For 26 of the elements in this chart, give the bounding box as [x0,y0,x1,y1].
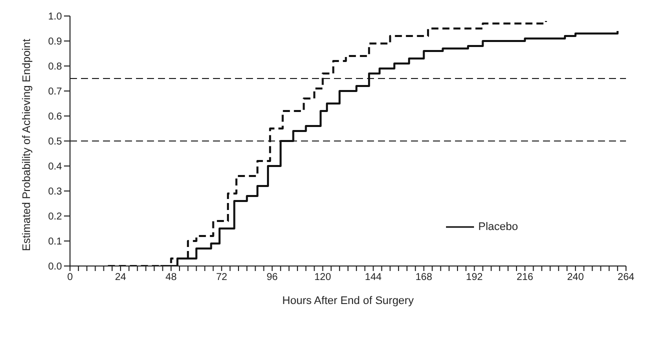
x-tick-label: 240 [567,272,584,284]
y-tick-label: 1.0 [48,12,62,23]
y-tick-label: 0.4 [48,162,62,173]
y-axis-title: Estimated Probability of Achieving Endpoint [20,38,33,251]
y-tick-label: 0.6 [48,112,62,123]
y-tick-label: 0.3 [48,186,62,198]
y-tick-label: 0.9 [48,36,62,48]
y-tick-label: 0.2 [48,212,62,223]
x-tick-label: 216 [516,272,534,284]
x-tick-label: 0 [67,272,74,284]
x-tick-label: 168 [415,272,433,284]
x-tick-label: 48 [166,272,178,284]
x-tick-label: 144 [364,272,382,284]
y-tick-label: 0.5 [48,136,62,148]
x-tick-label: 192 [466,272,484,284]
x-tick-label: 120 [314,272,332,284]
y-tick-label: 0.1 [48,236,62,248]
y-tick-label: 0.7 [48,86,62,98]
x-axis-title: Hours After End of Surgery [282,295,414,307]
x-tick-label: 72 [216,272,228,284]
x-tick-label: 96 [266,272,278,284]
x-tick-label: 264 [618,272,635,284]
x-tick-label: 24 [114,272,127,284]
legend-label: Placebo [478,221,518,233]
y-tick-label: 0.0 [48,262,62,273]
y-tick-label: 0.8 [48,62,62,73]
